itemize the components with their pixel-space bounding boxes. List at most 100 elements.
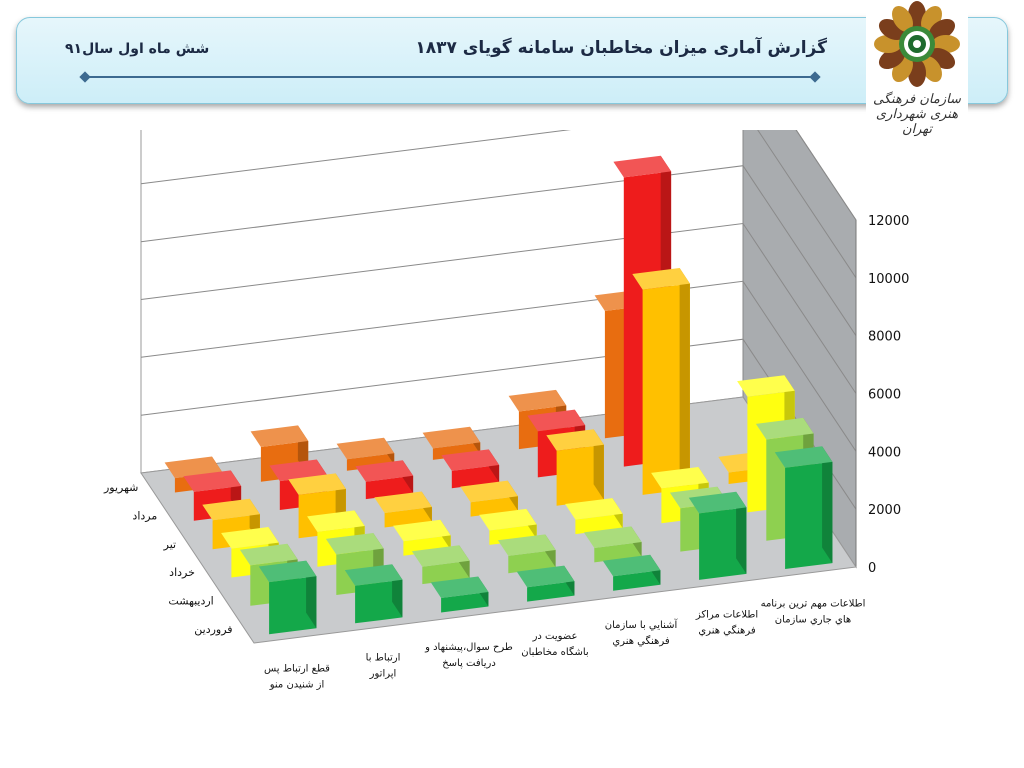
bar [774,446,833,569]
category-label: اطلاعات مراكز فرهنگي هنري [695,609,758,636]
bar-top-face [183,470,242,492]
bar-top-face [325,533,384,555]
bar-top-face [441,449,500,471]
bar-top-face [250,425,309,447]
bar-top-face [288,473,346,495]
category-label-line: قطع ارتباط پس [264,664,330,675]
y-tick-label: 6000 [868,388,901,403]
bar-top-face [422,426,481,449]
bar [632,268,690,495]
bar-front-face [613,570,661,591]
bar-top-face [651,467,709,489]
y-tick-label: 12000 [868,214,909,229]
page-title: گزارش آماری میزان مخاطبان سامانه گویای ۱… [415,38,827,58]
bar-front-face [422,560,470,585]
y-tick-label: 10000 [868,272,909,287]
bar [583,526,642,563]
category-label: عضویت در باشگاه مخاطبان [521,631,588,658]
chart-bars [164,155,833,635]
bar-top-face [355,460,414,482]
bar-front-face [269,576,317,635]
bar-front-face [785,461,833,569]
series-label: فروردین [194,623,232,636]
category-label-line: باشگاه مخاطبان [521,646,588,658]
bar [497,534,556,574]
gridline [140,222,857,394]
category-label-line: فرهنگي هنري [612,635,669,647]
bar [258,560,317,635]
bar-top-face [737,375,795,397]
bar-side-face [593,429,604,500]
bar-top-face [344,564,403,586]
category-label-line: ارتباط با [366,653,401,664]
bar-side-face [679,268,690,489]
y-tick-label: 0 [868,561,876,576]
gridline [140,130,857,279]
page-subtitle: شش ماه اول سال۹۱ [65,41,210,57]
series-label: شهریور [103,481,138,494]
category-label-line: دریافت پاسخ [442,658,496,669]
category-label-line: اپراتور [369,669,397,680]
bar [411,545,470,585]
bar-side-face [306,560,317,629]
bar-front-face [365,475,414,500]
series-label: مرداد [132,510,157,523]
bar-top-face [613,155,672,178]
bar-front-face [508,550,556,574]
chart-gridlines [140,130,857,567]
bar-side-face [736,491,747,574]
bar-top-face [393,519,451,542]
series-label: اردیبهشت [168,595,213,608]
category-label-line: طرح سوال،پیشنهاد و [424,642,513,653]
category-label-line: فرهنگي هنري [698,624,755,636]
header-banner: گزارش آماری میزان مخاطبان سامانه گویای ۱… [16,17,1008,104]
bar-top-face [479,508,537,531]
category-label-line: اطلاعات مراكز [695,609,758,620]
bar [430,576,489,613]
gridline [140,165,857,336]
bar-front-face [384,507,432,528]
bar-top-face [430,576,489,598]
bar-side-face [822,446,833,564]
bar-top-face [774,446,833,468]
bar-front-face [441,592,489,613]
bar-chart-3d: 0 2000 4000 6000 8000 10000 12000 فروردین اردیبه… [103,130,909,691]
bar [336,437,395,471]
series-label: خرداد [169,566,195,579]
divider [85,76,815,78]
bar-front-face [556,444,604,506]
bar-top-face [755,417,814,440]
bar-top-face [497,534,556,556]
bar [516,565,575,602]
category-label-line: عضویت در [532,631,578,642]
bar [546,429,604,506]
chart-labels: 0 2000 4000 6000 8000 10000 12000 فروردین اردیبه… [103,214,909,691]
gridline [795,130,857,221]
gridline [140,280,857,452]
bar-top-face [336,437,395,460]
bar-top-face [269,459,328,482]
bar-top-face [374,491,432,513]
category-label-line: هاي جاري سازمان [775,614,851,625]
bar [565,498,623,535]
category-label: ارتباط با اپراتور [366,653,401,680]
category-label-line: آشنايي با سازمان [605,618,679,631]
bar [441,449,500,489]
y-tick-label: 4000 [868,445,901,460]
bar-top-face [307,510,365,532]
bar [688,491,747,580]
bar [374,491,432,528]
category-label-line: از شنیدن منو [269,680,325,691]
bar-top-face [202,498,260,521]
category-label: اطلاعات مهم ترين برنامه هاي جاري سازمان [761,598,866,625]
category-label: قطع ارتباط پس از شنیدن منو [264,664,330,691]
bar-top-face [508,389,567,412]
bar-front-face [699,507,747,580]
divider-dot [809,71,821,83]
bar-front-face [355,579,403,624]
category-label: آشنايي با سازمان فرهنگي هنري [605,618,679,647]
flower-emblem-icon [874,1,960,87]
bar-top-face [516,565,575,588]
category-label-line: اطلاعات مهم ترين برنامه [761,598,866,609]
bar [344,564,403,624]
